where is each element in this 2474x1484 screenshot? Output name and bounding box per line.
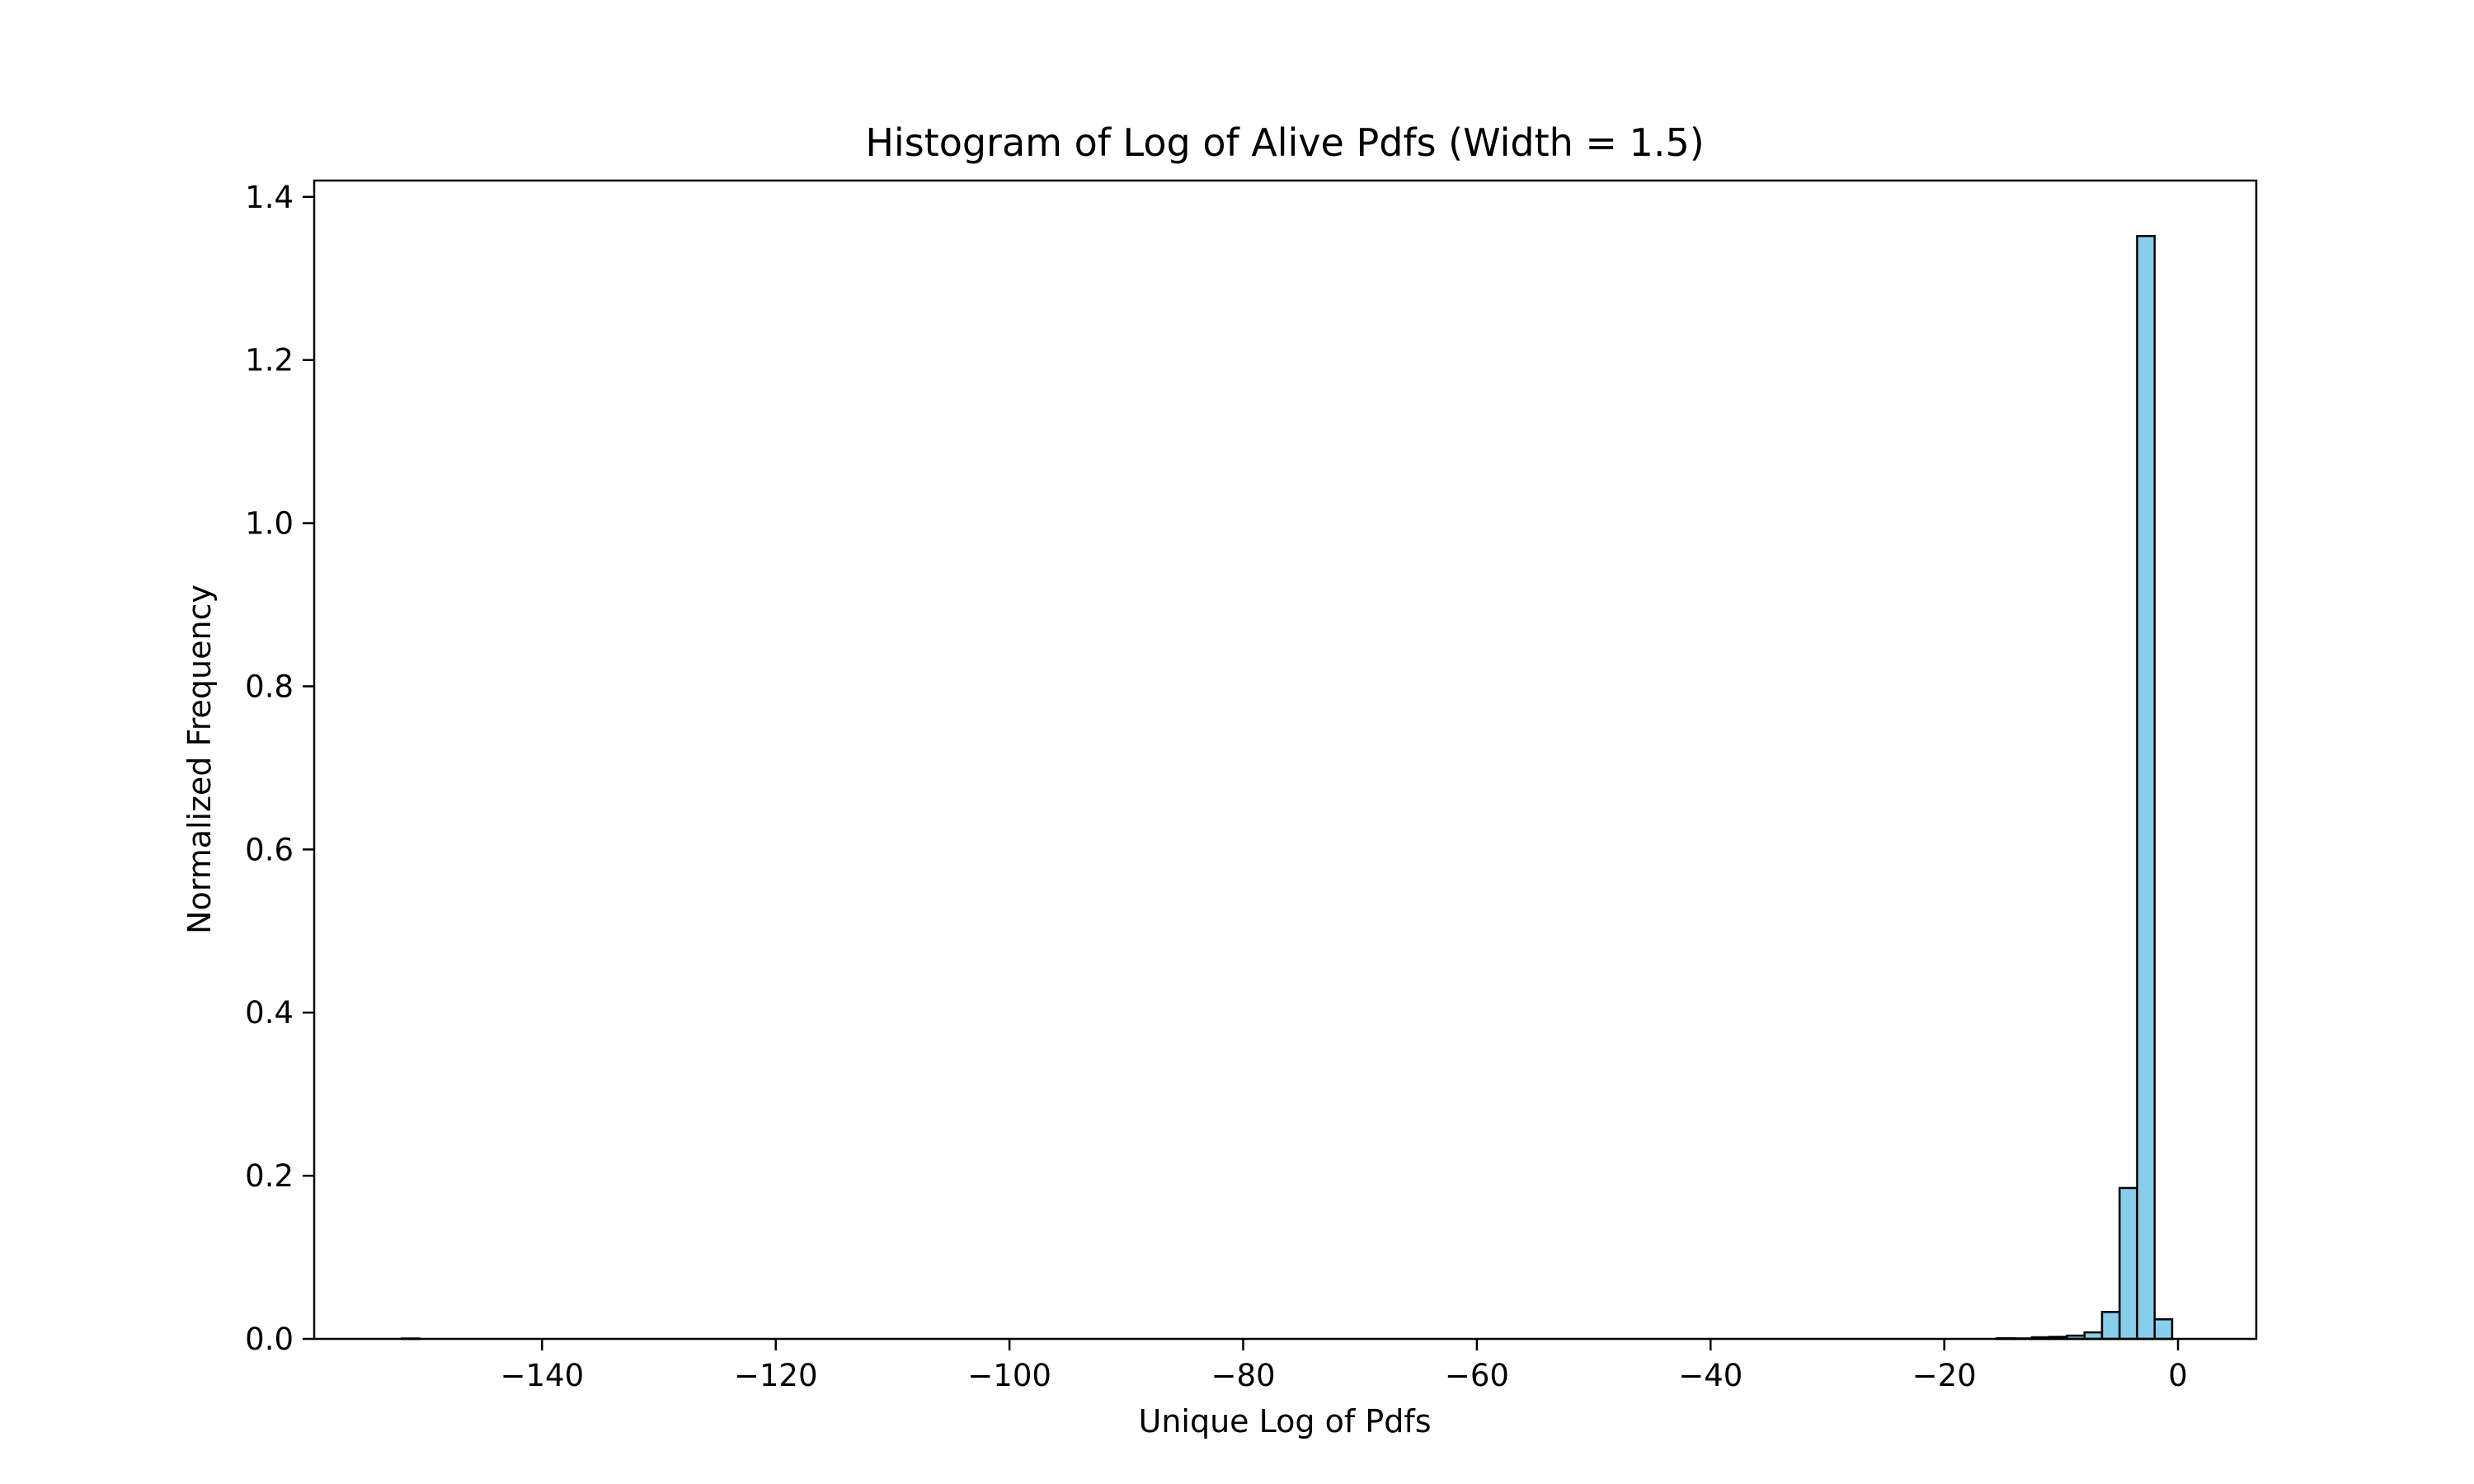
histogram-bar xyxy=(2118,1186,2138,1341)
x-tick-label: 0 xyxy=(2168,1358,2188,1393)
chart-title: Histogram of Log of Alive Pdfs (Width = … xyxy=(865,120,1704,165)
histogram-bar xyxy=(2100,1311,2121,1341)
y-axis: 0.0 0.2 0.4 0.6 0.8 1.0 1.2 1.4 xyxy=(245,180,314,1357)
histogram-bar xyxy=(2153,1318,2174,1341)
y-tick-label: 1.2 xyxy=(245,343,294,378)
x-tick-label: −20 xyxy=(1912,1358,1977,1393)
y-tick-label: 0.8 xyxy=(245,669,294,704)
x-tick-label: −60 xyxy=(1445,1358,1509,1393)
x-tick-label: −140 xyxy=(500,1358,584,1393)
x-tick-label: −100 xyxy=(967,1358,1051,1393)
y-axis-label: Normalized Frequency xyxy=(181,585,218,934)
y-tick-label: 0.4 xyxy=(245,995,294,1031)
histogram-bar xyxy=(2136,235,2156,1341)
x-axis-label: Unique Log of Pdfs xyxy=(1139,1403,1432,1439)
plot-frame xyxy=(313,179,2258,1341)
y-tick-label: 0.2 xyxy=(245,1158,294,1194)
y-tick-label: 0.0 xyxy=(245,1322,294,1357)
x-tick-label: −120 xyxy=(734,1358,818,1393)
y-tick-label: 1.4 xyxy=(245,180,294,215)
y-tick-label: 0.6 xyxy=(245,832,294,867)
y-tick-label: 1.0 xyxy=(245,506,294,542)
x-tick-label: −80 xyxy=(1211,1358,1275,1393)
x-tick-label: −40 xyxy=(1678,1358,1743,1393)
x-axis: −140 −120 −100 −80 −60 −40 −20 0 xyxy=(500,1339,2188,1393)
